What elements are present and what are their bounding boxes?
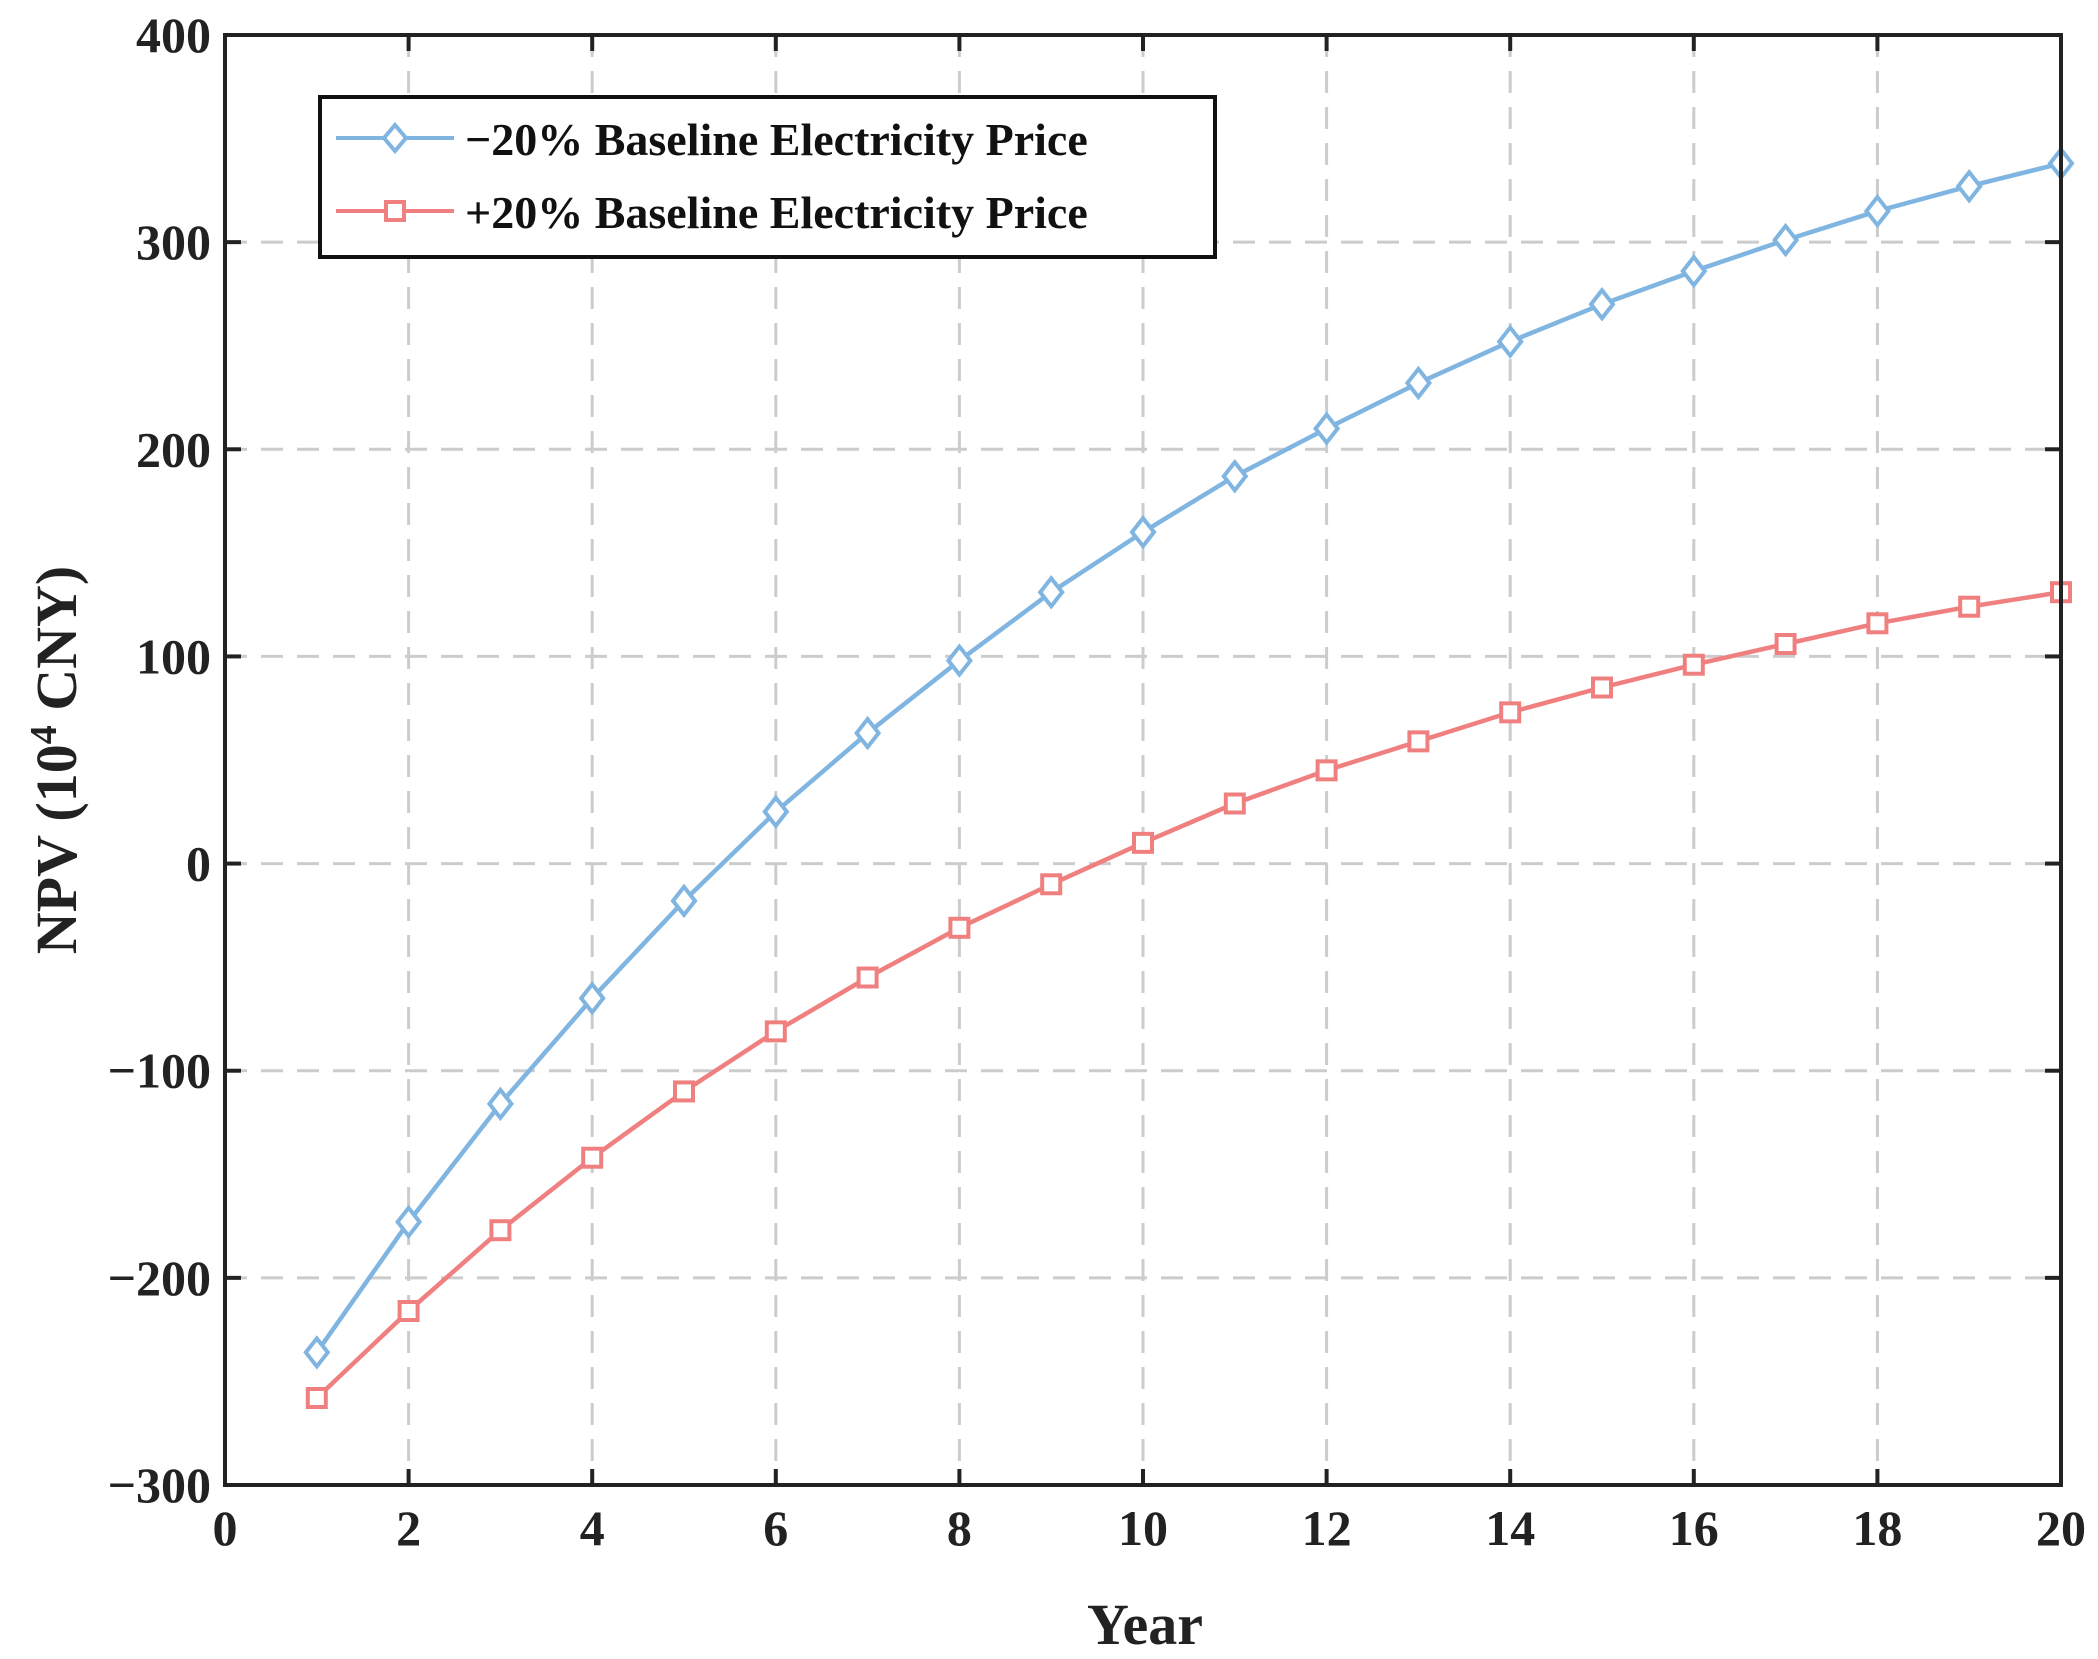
series-2-point bbox=[1040, 873, 1063, 896]
series-2-point bbox=[948, 916, 971, 939]
series-1-point bbox=[486, 1086, 514, 1122]
series-2 bbox=[305, 581, 2072, 1409]
series-2-point bbox=[1958, 595, 1981, 618]
series-1-point bbox=[854, 715, 882, 751]
axis-ticks bbox=[223, 33, 2063, 1487]
y-tick-label: 400 bbox=[136, 7, 211, 63]
series-2-point bbox=[489, 1219, 512, 1242]
series-1-point bbox=[1680, 253, 1708, 289]
x-tick-label: 20 bbox=[2036, 1500, 2086, 1556]
series-1-point bbox=[303, 1335, 331, 1370]
y-tick-label: 0 bbox=[186, 836, 211, 892]
series-2-line bbox=[315, 589, 2062, 1400]
series-1-point bbox=[1863, 193, 1891, 229]
y-axis-title: NPV (104 CNY) bbox=[23, 566, 89, 954]
series-2-point bbox=[1591, 676, 1613, 699]
series-2-point bbox=[1774, 633, 1797, 655]
series-1-point bbox=[1955, 168, 1983, 204]
series-2-point bbox=[305, 1387, 328, 1409]
x-tick-label: 12 bbox=[1302, 1500, 1352, 1556]
x-tick-label: 14 bbox=[1485, 1500, 1535, 1556]
y-axis-title-unit: CNY) bbox=[24, 566, 89, 725]
series-2-point bbox=[1407, 730, 1430, 753]
legend-label-series-1: −20% Baseline Electricity Price bbox=[465, 114, 1088, 165]
y-tick-label: −300 bbox=[108, 1457, 212, 1513]
series-1-point bbox=[1772, 222, 1800, 258]
y-axis-title-main: NPV (10 bbox=[24, 744, 89, 954]
series-2-point bbox=[581, 1146, 604, 1169]
x-tick-labels: 0 2 4 6 8 10 12 14 16 18 20 bbox=[213, 1500, 2087, 1556]
series-1-point bbox=[945, 643, 973, 678]
series-1-point bbox=[670, 883, 698, 919]
series-1-point bbox=[762, 794, 790, 830]
series-2-point bbox=[1315, 759, 1338, 782]
x-tick-label: 4 bbox=[580, 1500, 605, 1556]
x-tick-label: 6 bbox=[763, 1500, 788, 1556]
y-axis-title-exponent: 4 bbox=[23, 725, 65, 744]
legend-label-series-2: +20% Baseline Electricity Price bbox=[465, 187, 1088, 238]
series-1-point bbox=[578, 980, 606, 1016]
series-2-point bbox=[856, 966, 879, 989]
series-1-point bbox=[1221, 458, 1249, 494]
series-layer bbox=[303, 146, 2075, 1409]
series-1-point bbox=[395, 1204, 423, 1240]
legend-marker-series-1-diamond-icon bbox=[381, 121, 409, 155]
y-tick-labels: −300 −200 −100 0 100 200 300 400 bbox=[108, 7, 212, 1513]
series-1-point bbox=[1129, 514, 1157, 550]
y-tick-label: 200 bbox=[136, 421, 211, 477]
series-1-point bbox=[1404, 365, 1432, 401]
series-1-point bbox=[1588, 287, 1616, 322]
series-1-point bbox=[1313, 411, 1341, 446]
y-tick-label: 100 bbox=[136, 628, 211, 684]
x-axis-title: Year bbox=[1087, 1592, 1203, 1657]
x-tick-label: 18 bbox=[1852, 1500, 1902, 1556]
series-2-point bbox=[1223, 792, 1246, 815]
y-tick-label: 300 bbox=[136, 214, 211, 270]
legend-box bbox=[318, 95, 1217, 259]
series-1-line bbox=[314, 161, 2062, 1354]
x-tick-label: 10 bbox=[1118, 1500, 1168, 1556]
x-tick-label: 2 bbox=[396, 1500, 421, 1556]
series-2-point bbox=[1499, 701, 1522, 724]
y-tick-label: −200 bbox=[108, 1250, 212, 1306]
x-tick-label: 16 bbox=[1669, 1500, 1719, 1556]
series-2-point bbox=[1866, 612, 1889, 635]
series-1 bbox=[303, 146, 2075, 1370]
legend-marker-series-2-square-icon bbox=[384, 200, 406, 222]
series-2-point bbox=[1682, 653, 1705, 676]
series-2-point bbox=[397, 1300, 420, 1322]
series-2-point bbox=[1132, 831, 1154, 854]
x-tick-label: 8 bbox=[947, 1500, 972, 1556]
series-2-point bbox=[673, 1080, 695, 1103]
y-tick-label: −100 bbox=[108, 1043, 212, 1099]
x-tick-label: 0 bbox=[213, 1500, 238, 1556]
series-1-point bbox=[1496, 324, 1524, 359]
series-1-point bbox=[1037, 574, 1065, 610]
series-2-point bbox=[764, 1020, 787, 1043]
legend: −20% Baseline Electricity Price +20% Bas… bbox=[318, 95, 1217, 259]
